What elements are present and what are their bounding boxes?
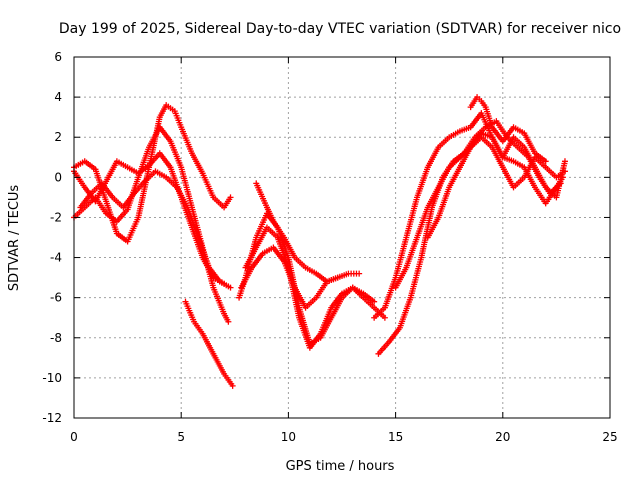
series-track-h <box>238 244 363 311</box>
y-tick-label: 2 <box>54 130 62 144</box>
data-marks <box>71 94 568 389</box>
y-axis-label: SDTVAR / TECUs <box>7 185 22 292</box>
series-track-n <box>467 94 549 165</box>
series-track-m <box>424 130 568 241</box>
y-tick-label: -12 <box>42 411 62 425</box>
series-track-l <box>392 134 568 291</box>
y-tick-label: -4 <box>50 251 62 265</box>
y-tick-label: -6 <box>50 291 62 305</box>
x-tick-label: 25 <box>602 430 617 444</box>
data-point <box>381 314 388 321</box>
plot-frame <box>73 56 611 419</box>
data-point <box>229 382 236 389</box>
axis-ticks: 0 5 10 15 20 25 -12 -10 -8 -6 -4 -2 0 2 4 6 <box>42 50 617 444</box>
data-point <box>561 158 568 165</box>
series-track-g <box>242 224 378 351</box>
grid-lines <box>74 57 610 418</box>
x-tick-label: 0 <box>70 430 78 444</box>
y-tick-label: 4 <box>54 90 62 104</box>
data-point <box>227 194 234 201</box>
x-tick-label: 10 <box>281 430 296 444</box>
y-tick-label: 0 <box>54 170 62 184</box>
series-track-e <box>182 298 236 389</box>
series-track-d <box>77 168 234 291</box>
x-tick-label: 20 <box>495 430 510 444</box>
x-tick-label: 15 <box>388 430 403 444</box>
series-track-a <box>71 102 234 245</box>
series-track-i <box>253 180 341 285</box>
data-point <box>334 274 341 281</box>
y-tick-label: -10 <box>42 371 62 385</box>
data-point <box>542 158 549 165</box>
data-point <box>371 298 378 305</box>
y-tick-label: -2 <box>50 210 62 224</box>
series-track-j <box>371 110 566 321</box>
y-tick-label: -8 <box>50 331 62 345</box>
data-point <box>356 270 363 277</box>
data-point <box>227 284 234 291</box>
y-tick-label: 6 <box>54 50 62 64</box>
series-track-f <box>236 210 388 347</box>
x-tick-label: 5 <box>177 430 185 444</box>
data-point <box>225 318 232 325</box>
x-axis-label: GPS time / hours <box>286 459 395 474</box>
chart-title: Day 199 of 2025, Sidereal Day-to-day VTE… <box>59 21 621 37</box>
